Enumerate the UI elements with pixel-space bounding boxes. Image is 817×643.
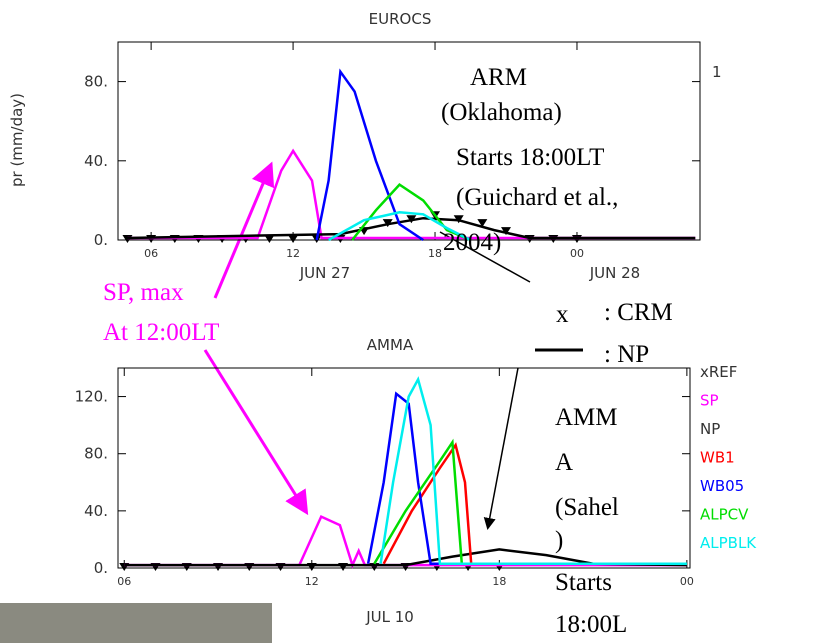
x-tick-label: 06 [117,575,131,588]
legend-label: ALPCV [700,506,749,524]
slide-text: : CRM [604,299,673,326]
arrow [203,349,309,516]
chart-title: AMMA [367,336,414,354]
marker [501,227,511,236]
chart-title: EUROCS [369,10,432,28]
x-tick-label: 00 [680,575,694,588]
slide-text: (Sahel [555,494,619,521]
slide-text: : NP [604,341,649,368]
series-line [382,442,687,565]
x-tick-label: 00 [570,247,584,260]
series-line [127,148,696,240]
y-tick-label: 80. [84,445,108,463]
marker [288,235,299,243]
date-label: JUN 28 [589,264,640,282]
plot-frame [117,41,701,241]
date-label: JUN 27 [299,264,350,282]
date-label: JUL 10 [365,608,414,626]
slide-text: ARM [470,64,527,91]
y-tick-label: 0. [94,559,108,577]
y-tick-label: 80. [84,73,108,91]
series-line [327,211,472,242]
x-tick-label: 18 [428,247,442,260]
marker [477,219,488,228]
slide-text: (Oklahoma) [441,99,562,126]
y-tick-label: 0. [94,231,108,249]
y-tick-label: 40. [84,152,108,170]
arrow [213,161,275,299]
slide-text: AMM [555,404,618,431]
arrow [483,367,519,530]
slide-text: 2004) [443,229,501,256]
series-line [315,68,424,242]
series-line [127,216,696,240]
legend-label: SP [700,392,719,410]
series-line [366,391,687,565]
marker [264,235,275,243]
x-tick-label: 06 [144,247,158,260]
x-tick-label: 18 [492,575,506,588]
legend-label: ALPBLK [700,534,757,552]
slide-text: ) [555,527,563,554]
slide-text: Starts [555,569,612,596]
right-axis-label: 1 [712,63,722,81]
slide-text: Starts 18:00LT [456,144,604,171]
y-tick-label: 40. [84,502,108,520]
slide-text: A [555,449,573,476]
slide-text: 18:00L [555,611,627,638]
slide-text: At 12:00LT [103,319,219,346]
legend-label: xREF [700,363,737,381]
y-axis-label: pr (mm/day) [8,93,26,187]
series-line [351,182,471,242]
x-tick-label: 12 [305,575,319,588]
legend-label: WB1 [700,449,735,467]
photo [0,603,272,643]
y-tick-label: 120. [75,388,108,406]
series-line [124,514,687,569]
plot-frame [117,367,691,569]
legend-label: NP [700,420,720,438]
slide-text: SP, max [103,279,184,306]
slide-text: (Guichard et al., [456,184,618,211]
x-tick-label: 12 [286,247,300,260]
legend-label: WB05 [700,477,744,495]
series-line [379,376,687,565]
slide-text: x [556,301,569,328]
